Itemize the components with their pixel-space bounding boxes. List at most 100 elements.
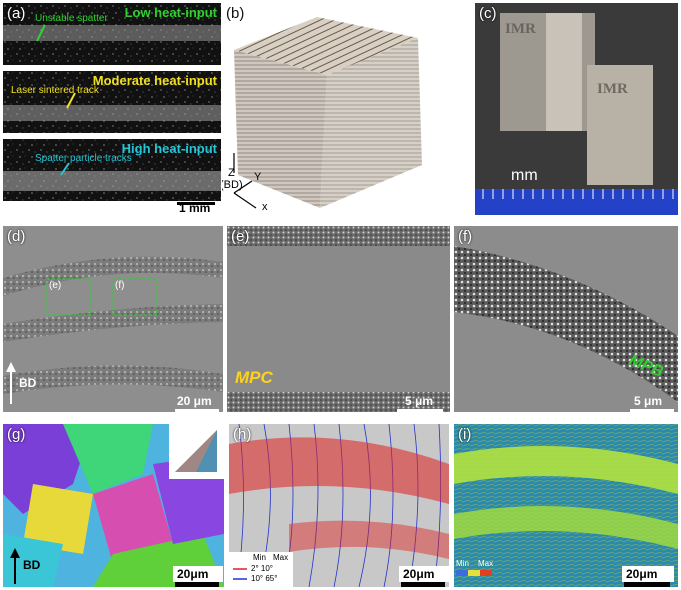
strip-high-track <box>3 171 221 191</box>
spatter-tracks-label: Spatter particle tracks <box>35 153 132 164</box>
grain-2 <box>63 424 153 494</box>
panel-d-scalebar <box>175 409 219 412</box>
arrow-moderate <box>66 92 76 109</box>
sample-left-text: IMR <box>505 21 536 37</box>
panel-h-gb-map <box>229 424 449 587</box>
panel-i-label: (i) <box>458 426 472 443</box>
panel-c-photo <box>475 3 678 215</box>
mpb-band-2 <box>3 304 223 342</box>
grain-5 <box>3 534 63 587</box>
axis-y-label: Y <box>254 171 262 183</box>
sample-right-text: IMR <box>597 81 628 97</box>
panel-d-bd: BD <box>19 376 37 390</box>
panel-e: (e) MPC 5 μm <box>227 226 450 412</box>
kam-legend-max: Max <box>478 559 494 568</box>
low-heat-title: Low heat-input <box>124 5 217 20</box>
panel-e-top-boundary <box>227 226 450 246</box>
unstable-spatter-label: Unstable spatter <box>35 13 108 24</box>
high-heat-title: High heat-input <box>121 141 217 156</box>
arrow-high <box>60 162 70 176</box>
panel-e-label: (e) <box>231 228 250 245</box>
panel-h: (h) Min Max 2° 10° 10° 65° 20μm <box>229 424 449 587</box>
kam-legend-min: Min <box>456 559 469 568</box>
legend-min: Min <box>253 553 266 562</box>
panel-g: (g) BD 20μm <box>3 424 224 587</box>
panel-e-scale: 5 μm <box>405 394 434 408</box>
panel-e-scalebar <box>397 409 443 412</box>
panel-f-label: (f) <box>458 228 473 245</box>
panel-g-ebsd <box>3 424 224 587</box>
panel-g-scale: 20μm <box>177 567 209 581</box>
panel-h-label: (h) <box>233 426 252 443</box>
box-e <box>46 278 92 316</box>
panel-f-scalebar <box>630 409 674 412</box>
panel-a: (a) Low heat-input Unstable spatter Mode… <box>3 3 221 215</box>
box-f-label: (f) <box>115 280 125 291</box>
panel-i-scale-bg <box>622 566 674 582</box>
panel-e-sem <box>227 226 450 412</box>
panel-f-sem <box>454 246 678 412</box>
panel-e-bottom-boundary <box>227 392 450 412</box>
sample-right <box>587 65 653 185</box>
ruler-ticks <box>482 189 674 199</box>
box-e-label: (e) <box>49 280 62 291</box>
panel-i-scalebar <box>624 582 670 587</box>
grain-3 <box>23 484 93 554</box>
sample-lattice <box>546 13 582 131</box>
bd-arrow-head <box>10 548 20 558</box>
panel-d-sem <box>3 256 223 412</box>
legend-blue-range: 10° 65° <box>251 574 278 583</box>
mpb-band-1 <box>3 256 223 296</box>
axis-z-label: Z <box>228 167 235 179</box>
grain-1 <box>3 424 93 514</box>
panel-i-kam-map <box>454 424 678 587</box>
mm-label: mm <box>511 167 538 184</box>
panel-b: (b) Z (BD) Y x <box>222 3 470 215</box>
panel-a-strips <box>3 3 221 201</box>
axis-x-label: x <box>262 201 268 213</box>
mpc-label: MPC <box>235 368 273 387</box>
laser-track-label: Laser sintered track <box>11 85 99 96</box>
ruler <box>475 189 678 215</box>
high-kam-band-1 <box>454 446 678 494</box>
strip-low-track <box>3 25 221 41</box>
arrow-low <box>36 24 46 42</box>
panel-g-scale-bg <box>173 566 223 582</box>
panel-a-label: (a) <box>7 5 26 22</box>
panel-h-scale-bg <box>399 566 449 582</box>
high-kam-band-2 <box>454 506 678 549</box>
panel-h-scale: 20μm <box>403 567 435 581</box>
axis-y <box>233 180 253 194</box>
cube-top-face <box>234 17 418 75</box>
grain-4 <box>93 474 173 564</box>
panel-a-scalebar <box>177 202 215 205</box>
panel-i-scale: 20μm <box>626 567 658 581</box>
moderate-heat-title: Moderate heat-input <box>92 73 217 88</box>
panel-b-label: (b) <box>226 5 245 22</box>
panel-c: (c) IMR IMR mm <box>475 3 678 215</box>
panel-g-bd: BD <box>23 558 41 572</box>
panel-d-label: (d) <box>7 228 26 245</box>
strip-moderate-track <box>3 105 221 121</box>
mpb-band <box>454 246 678 402</box>
axis-bd-label: (BD) <box>222 179 243 191</box>
cube-left-face <box>234 50 327 208</box>
legend-max: Max <box>273 553 289 562</box>
panel-d-scale: 20 μm <box>177 394 212 408</box>
mpb-band-3 <box>3 365 223 394</box>
panel-i: (i) Min Max 20μm <box>454 424 678 587</box>
strip-moderate-bg <box>3 71 221 133</box>
legend-red-range: 2° 10° <box>251 564 273 573</box>
panel-f: (f) MPB 5 μm <box>454 226 678 412</box>
panel-g-label: (g) <box>7 426 26 443</box>
panel-g-scalebar <box>175 582 219 587</box>
low-angle-region-1 <box>229 437 449 504</box>
panel-f-scale: 5 μm <box>634 394 663 408</box>
panel-d: (d) (e) (f) BD 20 μm <box>3 226 223 412</box>
panel-a-scale: 1 mm <box>179 201 211 215</box>
panel-b-cube <box>233 17 422 209</box>
low-angle-region-2 <box>289 520 449 559</box>
box-f <box>112 278 158 316</box>
cube-right-face <box>320 38 422 208</box>
panel-h-scalebar <box>401 582 445 587</box>
